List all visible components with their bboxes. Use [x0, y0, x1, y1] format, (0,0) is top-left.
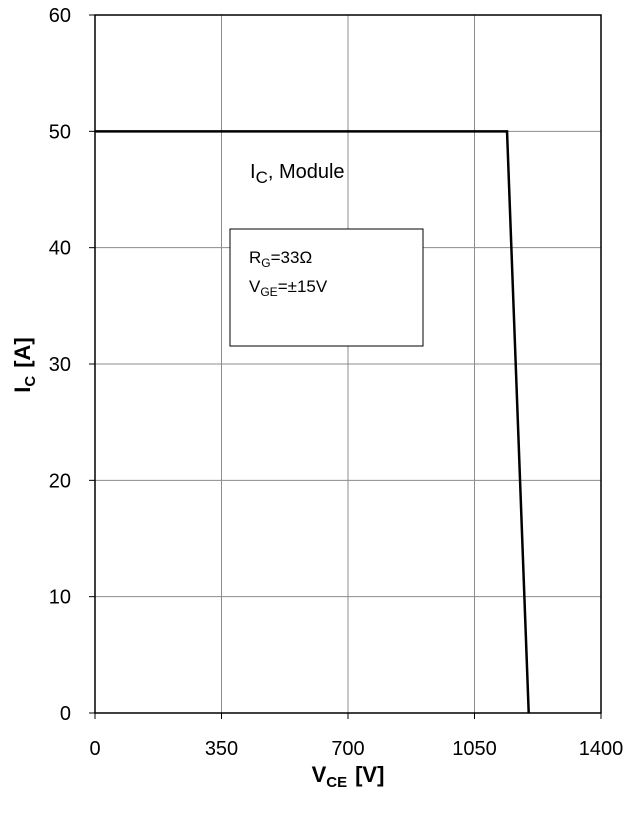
- y-tick-label: 30: [49, 354, 71, 376]
- condition-vge: VGE=±15V: [249, 277, 328, 299]
- condition-rg-main: R: [249, 248, 261, 267]
- y-axis-title-main: I: [10, 387, 35, 393]
- condition-vge-rest: =±15V: [278, 277, 328, 296]
- x-tick-label: 0: [89, 738, 100, 760]
- curve-label: IC, Module: [250, 161, 345, 187]
- curve-label-main: I: [250, 161, 256, 183]
- conditions-box: [229, 228, 424, 347]
- y-tick-label: 0: [60, 703, 71, 725]
- x-axis-title-unit: [V]: [355, 762, 384, 787]
- y-axis-title: IC [A]: [10, 337, 39, 393]
- condition-rg: RG=33Ω: [249, 248, 312, 270]
- curve-label-sub: C: [256, 168, 268, 187]
- x-axis-title: VCE [V]: [312, 762, 385, 791]
- y-tick-label: 60: [49, 5, 71, 27]
- y-axis-title-sub: C: [22, 376, 39, 387]
- rbsoa-series-line: [95, 130, 530, 714]
- x-tick-label: 350: [205, 738, 238, 760]
- x-axis-title-sub: CE: [326, 774, 347, 791]
- y-axis-title-unit: [A]: [10, 337, 35, 368]
- x-tick-label: 1050: [452, 738, 497, 760]
- y-tick-label: 20: [49, 470, 71, 492]
- condition-vge-sub: GE: [260, 285, 277, 299]
- condition-vge-main: V: [249, 277, 261, 296]
- y-tick-label: 10: [49, 587, 71, 609]
- y-tick-label: 40: [49, 238, 71, 260]
- y-tick-label: 50: [49, 121, 71, 143]
- tick-labels: 0 350 700 1050 1400 0 10 20 30 40 50 60: [49, 5, 624, 760]
- curve-label-rest: , Module: [268, 161, 345, 183]
- x-axis-title-main: V: [312, 762, 327, 787]
- condition-rg-rest: =33Ω: [271, 248, 313, 267]
- series-layer: [95, 130, 530, 714]
- x-tick-label: 700: [331, 738, 364, 760]
- condition-rg-sub: G: [261, 256, 270, 270]
- x-tick-label: 1400: [579, 738, 624, 760]
